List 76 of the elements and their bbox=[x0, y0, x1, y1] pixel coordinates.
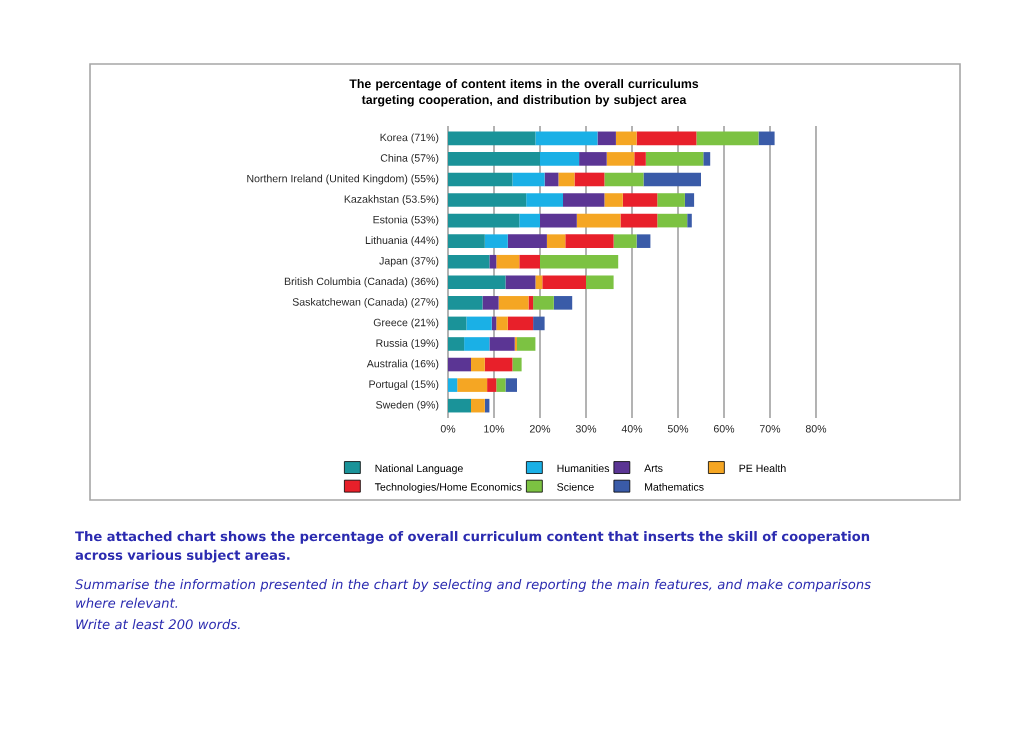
bar bbox=[533, 296, 554, 310]
bar bbox=[517, 337, 536, 351]
bar bbox=[622, 193, 658, 207]
bar bbox=[505, 275, 536, 290]
bar bbox=[565, 234, 614, 248]
bar bbox=[496, 378, 506, 392]
bar bbox=[484, 357, 513, 372]
bar bbox=[579, 152, 607, 166]
bar bbox=[535, 131, 598, 146]
bar bbox=[597, 131, 616, 146]
bar bbox=[558, 172, 575, 187]
bar bbox=[482, 296, 499, 310]
bar bbox=[657, 193, 685, 207]
bar bbox=[540, 213, 577, 228]
bar bbox=[448, 131, 536, 146]
bar bbox=[657, 213, 688, 228]
bar bbox=[758, 131, 775, 146]
bar bbox=[484, 234, 508, 248]
bar bbox=[498, 296, 529, 310]
bar bbox=[643, 172, 701, 187]
bar bbox=[563, 193, 605, 207]
bar bbox=[544, 172, 559, 187]
bar bbox=[471, 398, 485, 413]
bar bbox=[457, 378, 488, 392]
bar bbox=[542, 275, 587, 290]
bar bbox=[448, 316, 467, 331]
bar bbox=[620, 213, 658, 228]
bar bbox=[553, 296, 573, 310]
bar bbox=[526, 193, 564, 207]
bar bbox=[466, 316, 492, 331]
bar bbox=[512, 357, 522, 372]
bar bbox=[448, 337, 465, 351]
bar bbox=[604, 193, 623, 207]
bar bbox=[606, 152, 635, 166]
bar bbox=[574, 172, 605, 187]
bar bbox=[464, 337, 490, 351]
bar bbox=[496, 254, 520, 269]
bar bbox=[634, 152, 646, 166]
bar bbox=[448, 234, 485, 248]
bar bbox=[684, 193, 695, 207]
bar bbox=[507, 316, 534, 331]
bar bbox=[696, 131, 759, 146]
bar bbox=[448, 378, 458, 392]
bar bbox=[448, 172, 513, 187]
bar bbox=[540, 152, 580, 166]
bar bbox=[636, 234, 651, 248]
bar bbox=[507, 234, 547, 248]
bar bbox=[533, 316, 545, 331]
bar bbox=[645, 152, 704, 166]
bar bbox=[546, 234, 566, 248]
bar bbox=[540, 254, 619, 269]
bar bbox=[448, 296, 483, 310]
bar bbox=[512, 172, 545, 187]
bar bbox=[448, 254, 490, 269]
bar bbox=[448, 398, 472, 413]
bar bbox=[489, 254, 497, 269]
bar bbox=[604, 172, 644, 187]
bar bbox=[448, 213, 520, 228]
bar bbox=[471, 357, 485, 372]
bar bbox=[496, 316, 508, 331]
bar bbox=[487, 378, 497, 392]
bar bbox=[448, 357, 472, 372]
bar bbox=[448, 193, 527, 207]
bar bbox=[615, 131, 637, 146]
bar bbox=[505, 378, 518, 392]
bar bbox=[448, 275, 506, 290]
bar bbox=[576, 213, 621, 228]
bar bbox=[586, 275, 614, 290]
bar bbox=[489, 337, 515, 351]
bar bbox=[519, 213, 541, 228]
bar bbox=[535, 275, 543, 290]
bar bbox=[613, 234, 637, 248]
bar bbox=[448, 152, 541, 166]
bar bbox=[519, 254, 541, 269]
bar bbox=[703, 152, 711, 166]
bar bbox=[636, 131, 697, 146]
